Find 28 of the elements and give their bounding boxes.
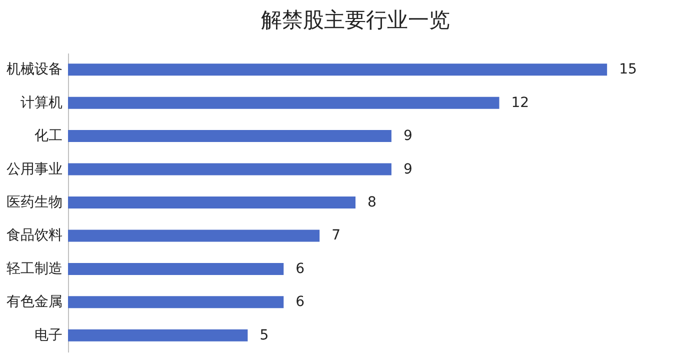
y-tick-label: 有色金属 — [6, 294, 62, 310]
y-tick-label: 计算机 — [20, 94, 62, 111]
y-tick-label: 轻工制造 — [6, 260, 62, 277]
bar — [68, 329, 248, 342]
bar — [68, 130, 392, 142]
y-tick-label: 医药生物 — [6, 194, 62, 210]
bar — [68, 96, 500, 109]
data-label: 6 — [296, 260, 305, 277]
bar — [68, 230, 320, 242]
data-label: 5 — [260, 327, 269, 344]
bar — [68, 196, 356, 208]
data-label: 8 — [368, 194, 376, 210]
chart-title: 解禁股主要行业一览 — [261, 8, 450, 32]
bar — [68, 262, 284, 275]
data-label: 7 — [332, 228, 340, 244]
bar — [68, 163, 392, 176]
y-tick-label: 食品饮料 — [6, 228, 62, 244]
y-tick-label: 公用事业 — [6, 161, 62, 178]
y-tick-label: 机械设备 — [6, 62, 62, 78]
data-label: 9 — [403, 128, 412, 144]
data-label: 15 — [619, 62, 637, 78]
bar — [68, 296, 284, 308]
y-tick-label: 化工 — [34, 128, 62, 144]
data-label: 12 — [511, 94, 530, 111]
data-label: 9 — [403, 161, 412, 178]
bar — [68, 64, 608, 76]
data-label: 6 — [296, 294, 305, 310]
y-tick-label: 电子 — [34, 327, 62, 344]
